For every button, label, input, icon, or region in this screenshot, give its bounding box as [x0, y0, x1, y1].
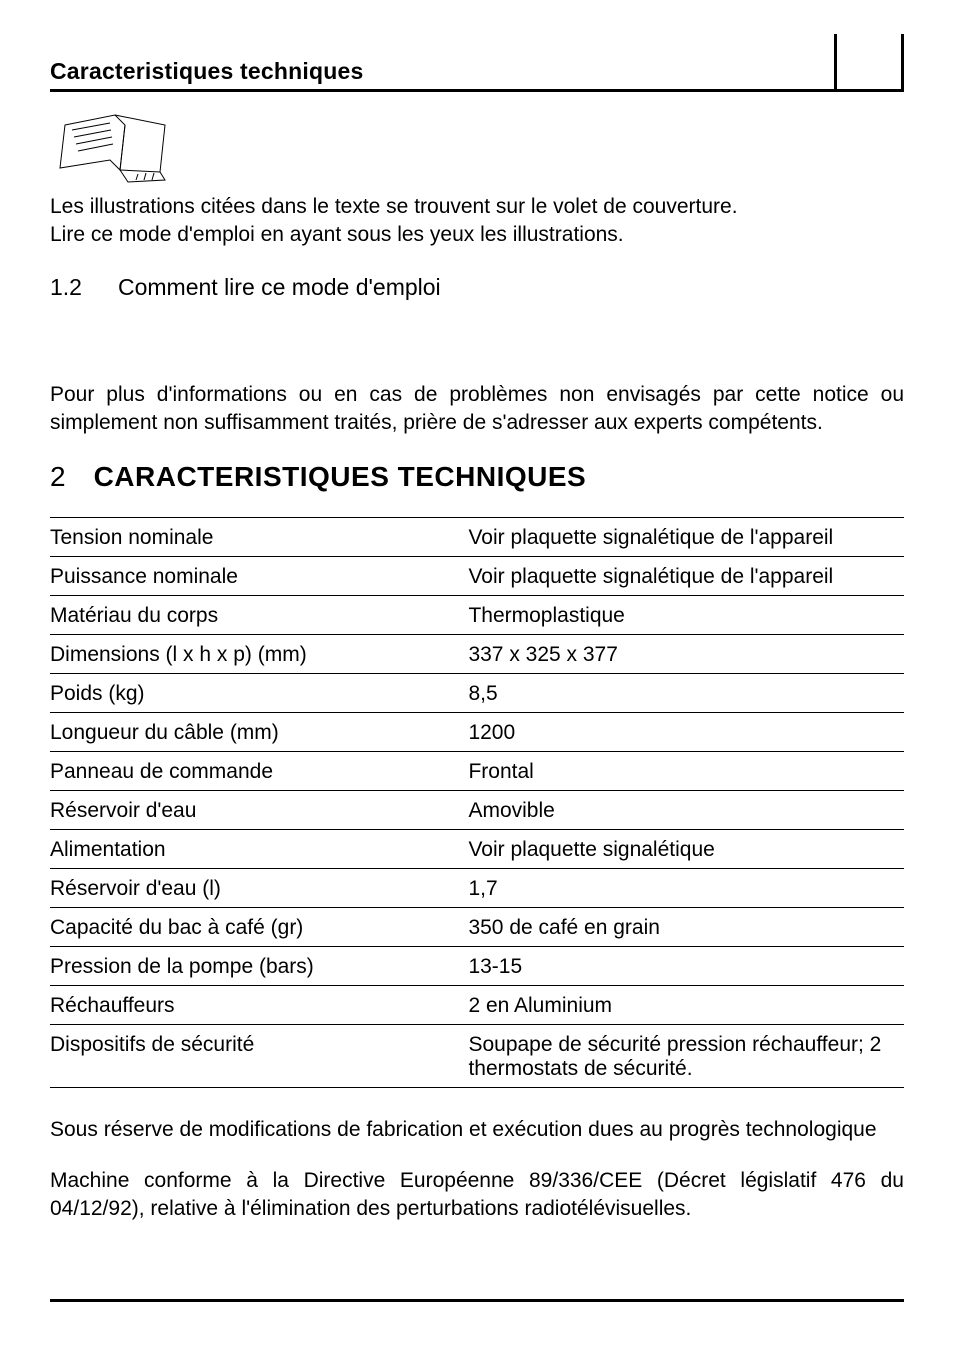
spec-value: Amovible	[468, 791, 904, 830]
section-1-2-title: Comment lire ce mode d'emploi	[118, 274, 441, 301]
footer-rule	[50, 1299, 904, 1302]
table-row: Réservoir d'eau (l)1,7	[50, 869, 904, 908]
table-row: Pression de la pompe (bars)13-15	[50, 947, 904, 986]
table-row: Dimensions (l x h x p) (mm)337 x 325 x 3…	[50, 635, 904, 674]
table-row: Capacité du bac à café (gr)350 de café e…	[50, 908, 904, 947]
paragraph-more-info: Pour plus d'informations ou en cas de pr…	[50, 381, 904, 438]
spec-label: Panneau de commande	[50, 752, 468, 791]
spec-value: Soupape de sécurité pression réchauffeur…	[468, 1025, 904, 1088]
page-title: Caracteristiques techniques	[50, 58, 363, 85]
spec-value: 13-15	[468, 947, 904, 986]
spec-value: 350 de café en grain	[468, 908, 904, 947]
section-2-number: 2	[50, 461, 66, 493]
spec-label: Capacité du bac à café (gr)	[50, 908, 468, 947]
after-table-p1: Sous réserve de modifications de fabrica…	[50, 1116, 904, 1144]
spec-value: Voir plaquette signalétique	[468, 830, 904, 869]
spec-value: 1200	[468, 713, 904, 752]
spec-value: 337 x 325 x 377	[468, 635, 904, 674]
table-row: Poids (kg)8,5	[50, 674, 904, 713]
spec-label: Réchauffeurs	[50, 986, 468, 1025]
section-2-title: CARACTERISTIQUES TECHNIQUES	[94, 461, 587, 493]
table-row: Réchauffeurs2 en Aluminium	[50, 986, 904, 1025]
spec-label: Poids (kg)	[50, 674, 468, 713]
specs-table: Tension nominaleVoir plaquette signaléti…	[50, 517, 904, 1088]
spec-value: Frontal	[468, 752, 904, 791]
spec-label: Longueur du câble (mm)	[50, 713, 468, 752]
spec-value: 1,7	[468, 869, 904, 908]
spec-label: Matériau du corps	[50, 596, 468, 635]
header-row: Caracteristiques techniques	[50, 34, 904, 92]
spec-value: Voir plaquette signalétique de l'apparei…	[468, 518, 904, 557]
spec-value: 2 en Aluminium	[468, 986, 904, 1025]
header-tab-icon	[834, 34, 904, 89]
intro-line1: Les illustrations citées dans le texte s…	[50, 195, 738, 218]
table-row: Longueur du câble (mm)1200	[50, 713, 904, 752]
spec-value: Voir plaquette signalétique de l'apparei…	[468, 557, 904, 596]
section-2-heading: 2 CARACTERISTIQUES TECHNIQUES	[50, 461, 904, 493]
table-row: Matériau du corpsThermoplastique	[50, 596, 904, 635]
table-row: Tension nominaleVoir plaquette signaléti…	[50, 518, 904, 557]
illustration-wrap	[50, 110, 904, 195]
spec-label: Tension nominale	[50, 518, 468, 557]
intro-line2: Lire ce mode d'emploi en ayant sous les …	[50, 223, 624, 246]
spec-label: Puissance nominale	[50, 557, 468, 596]
specs-tbody: Tension nominaleVoir plaquette signaléti…	[50, 518, 904, 1088]
spec-label: Pression de la pompe (bars)	[50, 947, 468, 986]
intro-text: Les illustrations citées dans le texte s…	[50, 193, 904, 250]
page: Caracteristiques techniques Les illustra…	[0, 0, 954, 1352]
table-row: AlimentationVoir plaquette signalétique	[50, 830, 904, 869]
section-1-2-heading: 1.2 Comment lire ce mode d'emploi	[50, 274, 904, 301]
table-row: Dispositifs de sécuritéSoupape de sécuri…	[50, 1025, 904, 1088]
open-book-icon	[50, 110, 180, 190]
table-row: Panneau de commandeFrontal	[50, 752, 904, 791]
spec-label: Dimensions (l x h x p) (mm)	[50, 635, 468, 674]
spec-label: Alimentation	[50, 830, 468, 869]
spec-value: 8,5	[468, 674, 904, 713]
spec-label: Dispositifs de sécurité	[50, 1025, 468, 1088]
spec-label: Réservoir d'eau (l)	[50, 869, 468, 908]
table-row: Réservoir d'eauAmovible	[50, 791, 904, 830]
spec-label: Réservoir d'eau	[50, 791, 468, 830]
table-row: Puissance nominaleVoir plaquette signalé…	[50, 557, 904, 596]
section-1-2-number: 1.2	[50, 274, 82, 301]
spec-value: Thermoplastique	[468, 596, 904, 635]
after-table-p2: Machine conforme à la Directive Européen…	[50, 1167, 904, 1224]
